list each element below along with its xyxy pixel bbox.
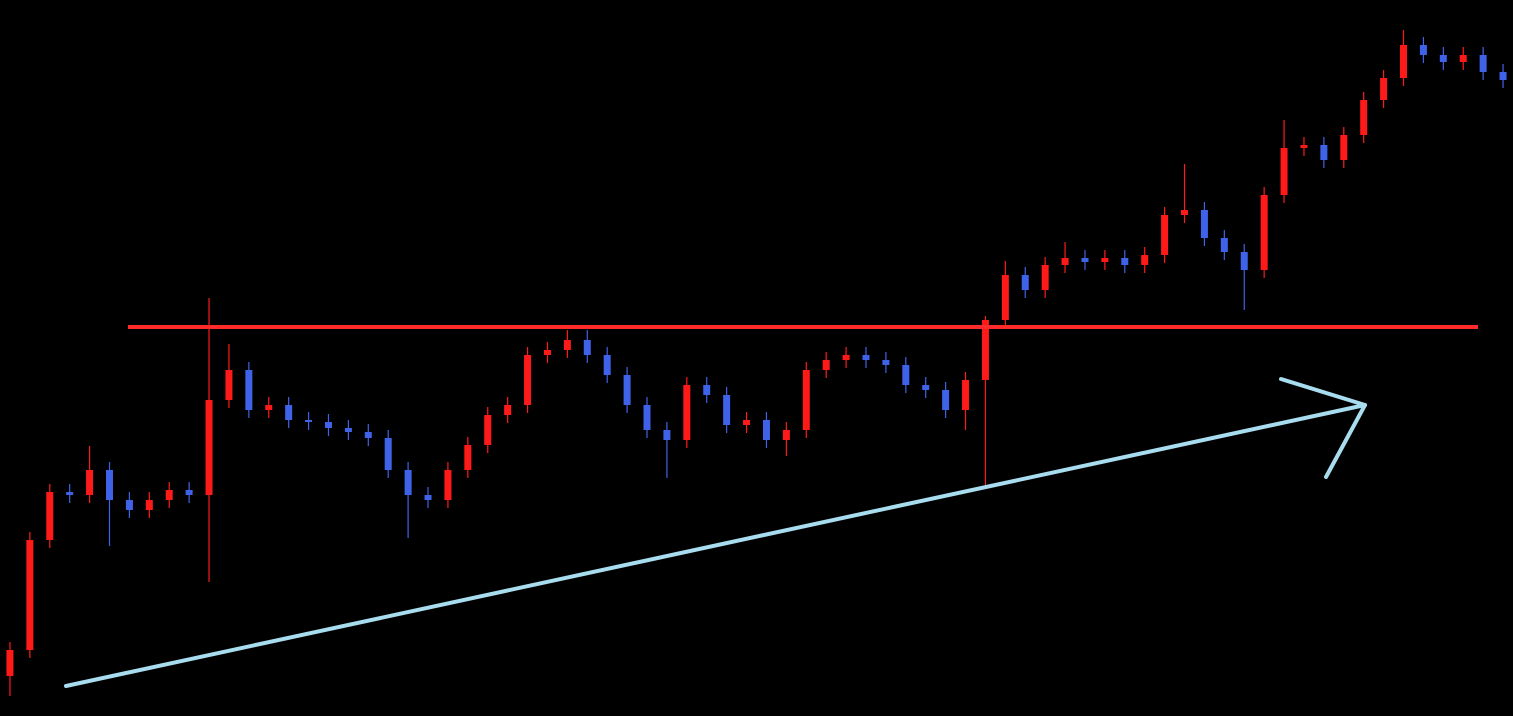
candle-body: [862, 355, 870, 360]
candle-body: [922, 385, 930, 390]
candle-body: [1001, 275, 1009, 320]
candle-body: [902, 365, 910, 385]
candle-body: [1081, 258, 1089, 262]
candle-body: [1061, 258, 1069, 265]
candle-body: [384, 438, 392, 470]
candle-body: [1161, 215, 1169, 255]
candle-body: [324, 422, 332, 428]
candle-body: [1021, 275, 1029, 290]
candle-body: [364, 432, 372, 438]
candle-body: [543, 350, 551, 355]
candle-body: [563, 340, 571, 350]
candle-body: [1181, 210, 1189, 215]
candle-body: [1101, 258, 1109, 262]
candle-body: [26, 540, 34, 650]
candle-body: [1439, 55, 1447, 62]
candle-body: [1280, 148, 1288, 195]
candle-body: [185, 490, 193, 495]
candle-body: [285, 405, 293, 420]
candle-body: [145, 500, 153, 510]
candle-body: [1240, 252, 1248, 270]
candle-body: [344, 428, 352, 432]
candle-body: [205, 400, 213, 495]
candle-body: [125, 500, 133, 510]
candle-body: [424, 495, 432, 500]
candle-body: [245, 370, 253, 410]
candle-body: [743, 420, 751, 425]
candle-body: [1419, 45, 1427, 55]
candle-body: [1499, 72, 1507, 80]
candle-body: [46, 492, 54, 540]
candle-body: [305, 420, 313, 422]
candle-body: [1340, 135, 1348, 160]
candle-body: [1121, 258, 1129, 265]
candle-body: [1141, 255, 1149, 265]
candle-body: [703, 385, 711, 395]
candle-body: [623, 375, 631, 405]
candle-body: [723, 395, 731, 425]
candle-body: [524, 355, 532, 405]
candle-body: [962, 380, 970, 410]
candle-body: [762, 420, 770, 440]
candle-body: [822, 360, 830, 370]
candle-body: [444, 470, 452, 500]
candle-body: [6, 650, 14, 676]
candle-body: [265, 405, 273, 410]
candle-body: [484, 415, 492, 445]
candle-body: [603, 355, 611, 375]
candle-body: [504, 405, 512, 415]
candle-body: [1220, 238, 1228, 252]
candle-body: [105, 470, 113, 500]
candle-body: [1360, 100, 1368, 135]
candle-body: [464, 445, 472, 470]
candle-body: [1459, 55, 1467, 62]
trend-arrow: [64, 403, 1367, 688]
arrow-head: [1279, 377, 1367, 479]
candle-body: [981, 320, 989, 380]
candle-body: [663, 430, 671, 440]
candle-body: [842, 355, 850, 360]
candle-body: [882, 360, 890, 365]
candle-body: [404, 470, 412, 495]
candle-body: [1380, 78, 1388, 100]
candle-body: [1200, 210, 1208, 238]
candle-body: [165, 490, 173, 500]
candle-body: [802, 370, 810, 430]
candle-body: [643, 405, 651, 430]
candle-body: [1320, 145, 1328, 160]
candle-body: [225, 370, 233, 400]
candle-body: [583, 340, 591, 355]
candle-body: [1260, 195, 1268, 270]
candle-body: [683, 385, 691, 440]
candle-body: [86, 470, 94, 495]
candle-body: [782, 430, 790, 440]
candle-body: [1300, 145, 1308, 148]
candle-body: [942, 390, 950, 410]
candle-body: [66, 492, 74, 495]
candle-body: [1400, 45, 1408, 78]
candles: [6, 30, 1507, 696]
candle-body: [1041, 265, 1049, 290]
candle-body: [1479, 55, 1487, 72]
